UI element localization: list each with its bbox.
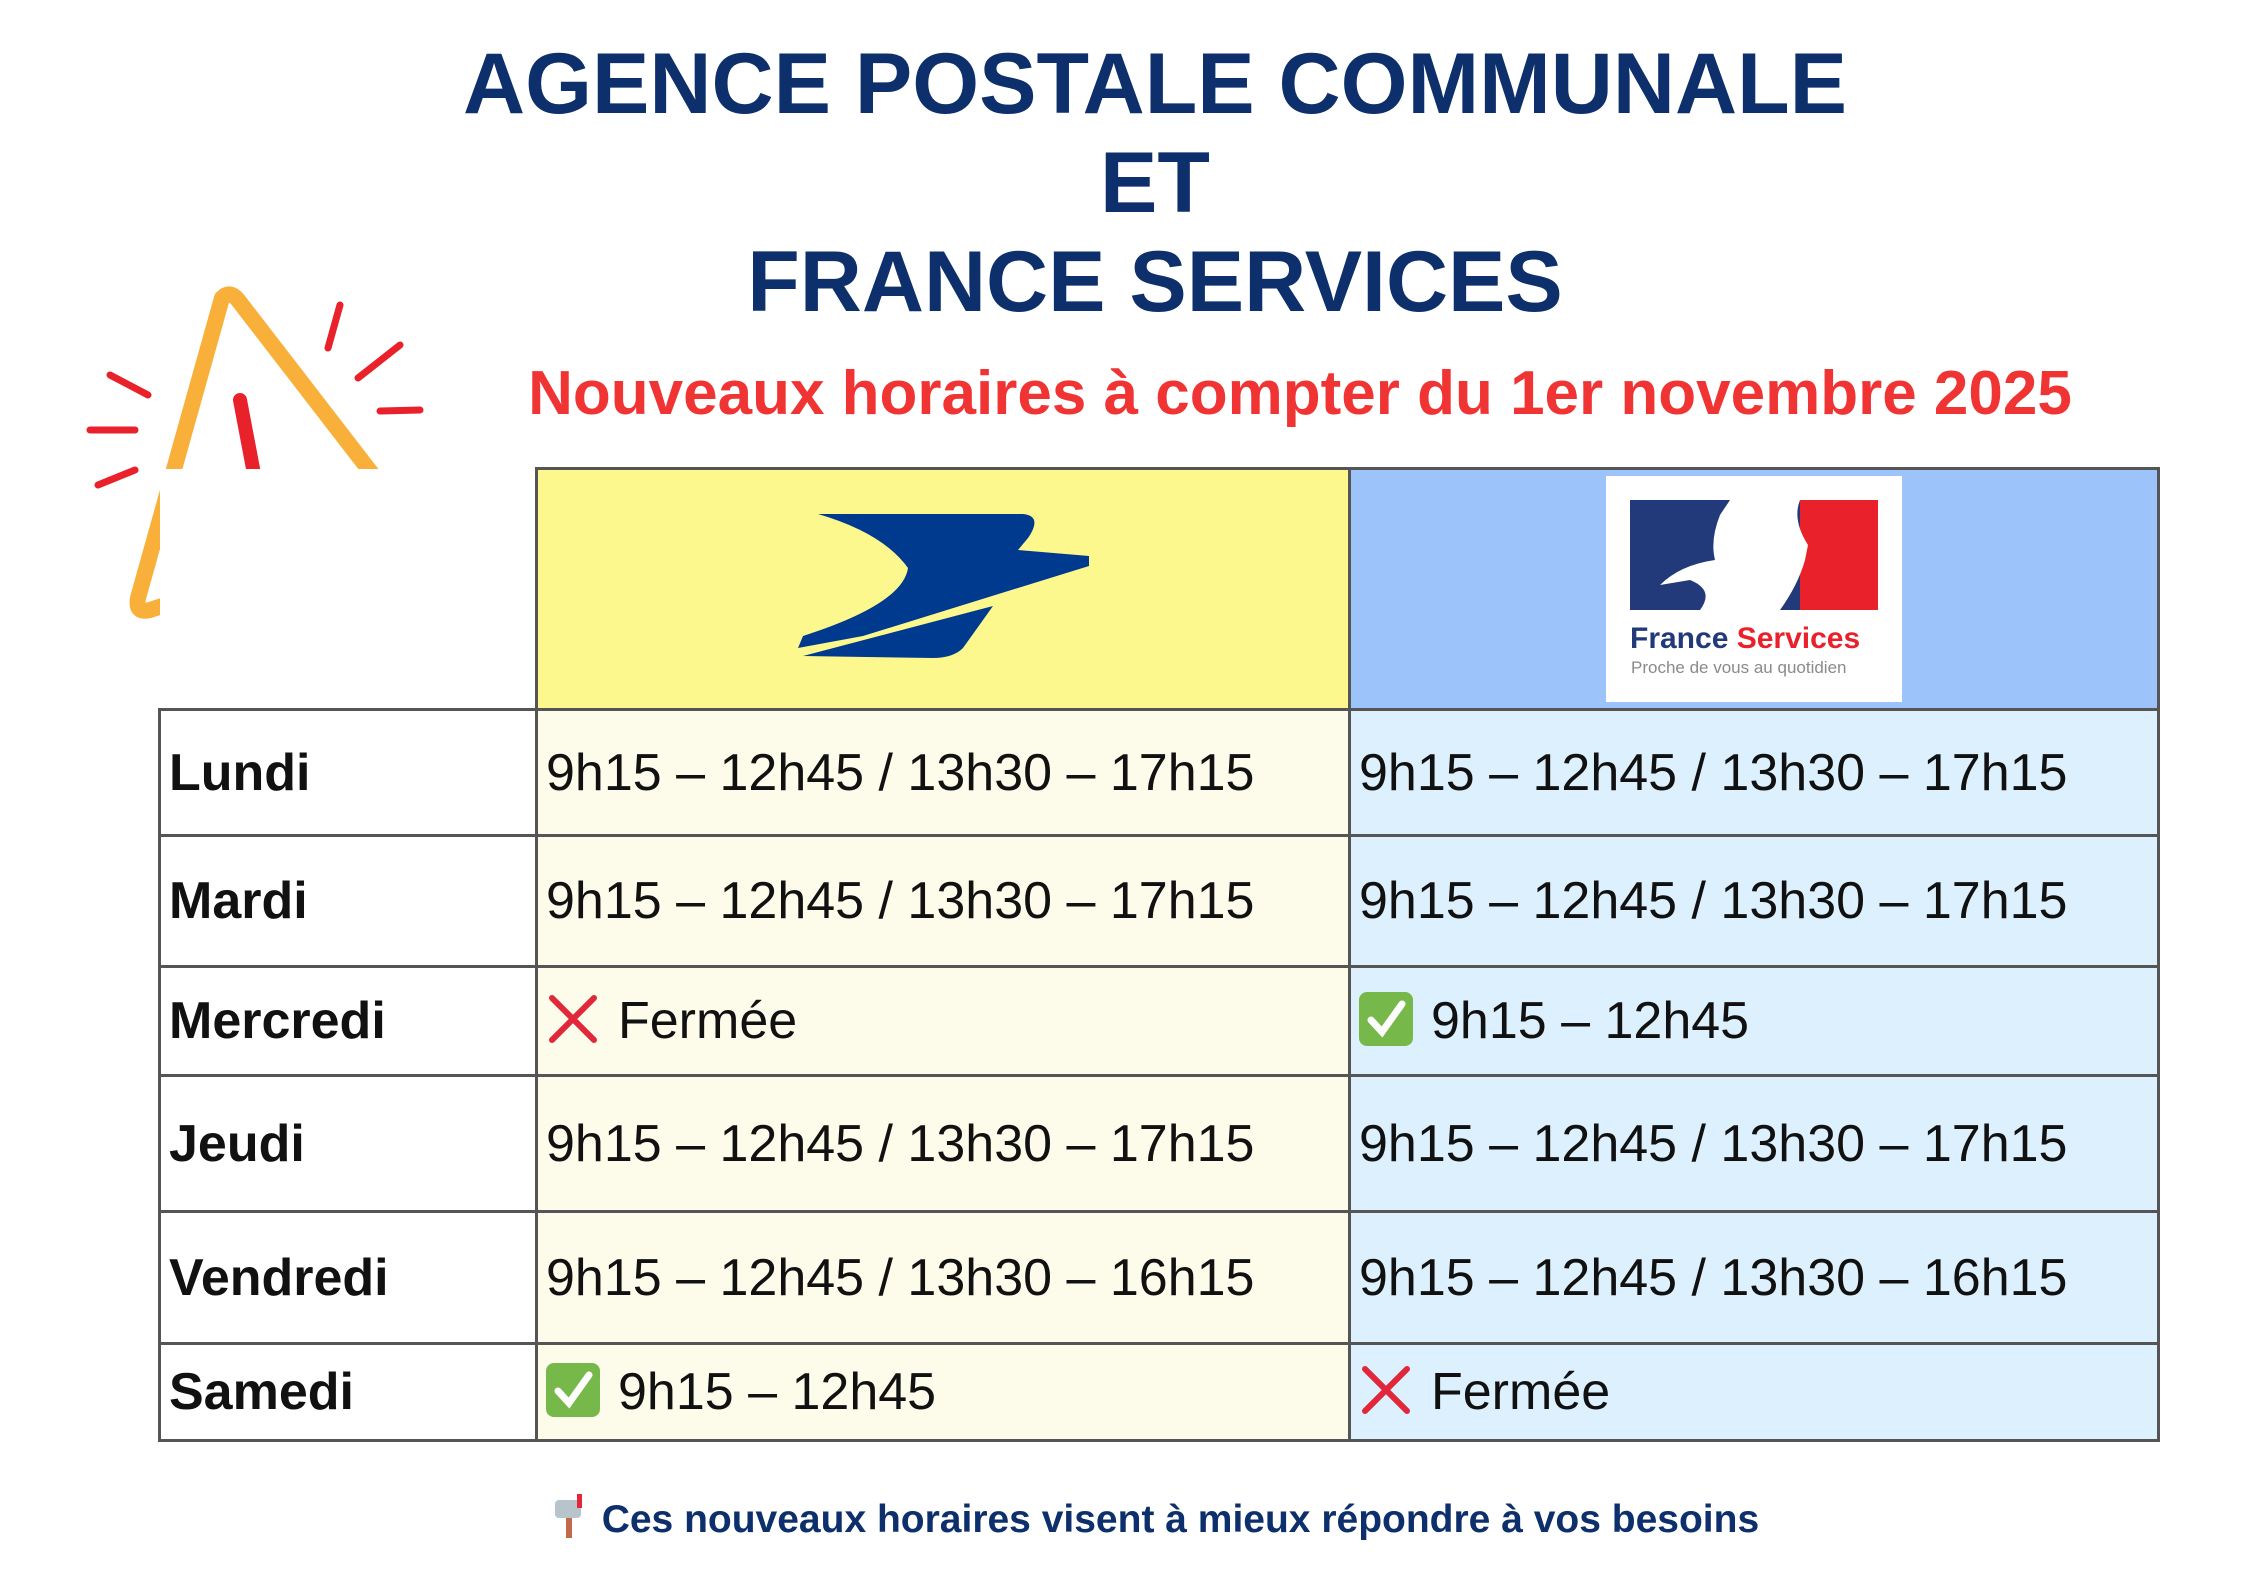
table-header-row: France Services Proche de vous au quotid… (159, 467, 2160, 711)
table-row: Jeudi 9h15 – 12h45 / 13h30 – 17h15 9h15 … (158, 1074, 2160, 1213)
table-row: Vendredi 9h15 – 12h45 / 13h30 – 16h15 9h… (158, 1210, 2160, 1345)
la-poste-logo (798, 513, 1089, 658)
title-line-3: FRANCE SERVICES (747, 234, 1563, 330)
table-row: Mardi 9h15 – 12h45 / 13h30 – 17h15 9h15 … (158, 834, 2160, 968)
check-icon (1359, 992, 1413, 1046)
table-row: Lundi 9h15 – 12h45 / 13h30 – 17h15 9h15 … (158, 708, 2160, 837)
table-row: Samedi 9h15 – 12h45 Fermée (158, 1342, 2160, 1442)
france-services-header: France Services Proche de vous au quotid… (1348, 467, 2160, 711)
cross-icon (1362, 1366, 1410, 1414)
check-icon (546, 1363, 600, 1417)
mailbox-icon (554, 1494, 582, 1538)
footer-note: Ces nouveaux horaires visent à mieux rép… (0, 1494, 2245, 1542)
cross-icon (549, 995, 597, 1043)
marianne-flag-icon (1630, 500, 1878, 610)
title-line-1: AGENCE POSTALE COMMUNALE (463, 36, 1847, 132)
schedule-table: France Services Proche de vous au quotid… (158, 467, 2160, 1442)
la-poste-header (535, 467, 1351, 711)
table-row: Mercredi Fermée 9h15 – 12h45 (158, 965, 2160, 1077)
title-line-2: ET (1100, 135, 1210, 231)
france-services-logo: France Services Proche de vous au quotid… (1606, 476, 1902, 702)
subtitle: Nouveaux horaires à compter du 1er novem… (528, 359, 2072, 428)
